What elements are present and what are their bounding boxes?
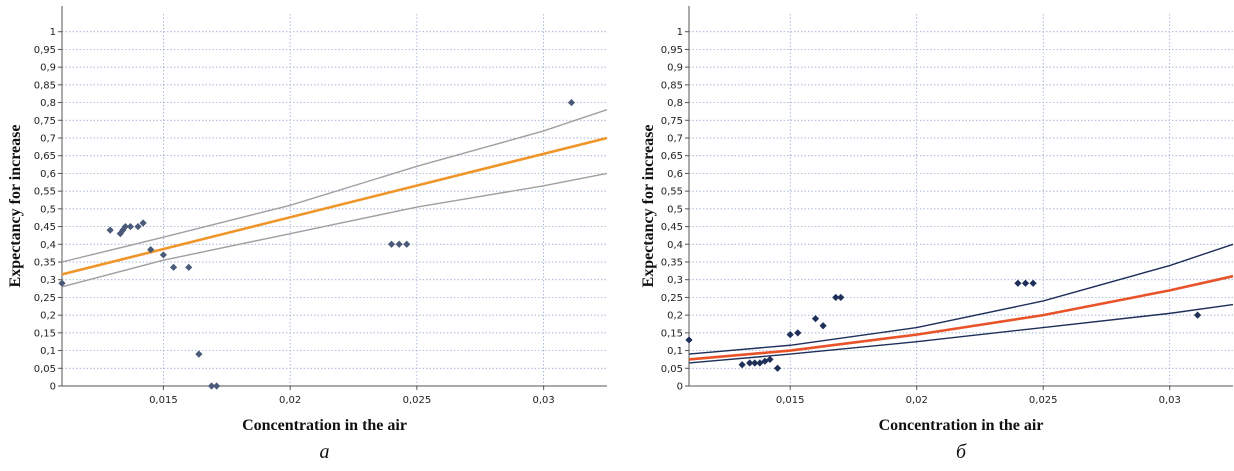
y-axis-label: Expectancy for increase: [640, 125, 657, 288]
y-tick-label: 0,7: [40, 134, 56, 145]
y-tick-label: 0,85: [661, 80, 683, 91]
data-point: [786, 331, 794, 339]
y-tick-label: 0: [677, 382, 683, 393]
y-tick-label: 0,75: [34, 116, 56, 127]
series-line-lower: [61, 172, 608, 288]
y-tick-label: 0,65: [661, 151, 683, 162]
data-point: [159, 251, 167, 259]
scatter-chart-b: 0 0,05 0,1 0,15 0,2 0,25 0,3 0,35 0,4 0,45 0,5 0,55…: [640, 6, 1234, 463]
data-point: [567, 98, 576, 107]
y-tick-label: 0,9: [40, 63, 56, 74]
y-tick-label: 0,55: [661, 187, 683, 198]
series-line-fit: [61, 136, 608, 276]
data-point: [185, 263, 193, 271]
y-tick-label: 0,95: [661, 45, 683, 56]
y-tick-label: 0,05: [34, 364, 56, 375]
y-tick-label: 0,2: [667, 311, 683, 322]
y-tick-label: 0,65: [34, 151, 56, 162]
data-point: [147, 246, 155, 254]
y-tick-label: 0,9: [667, 63, 683, 74]
x-axis-label: Concentration in the air: [242, 417, 407, 434]
y-tick-label: 0,25: [661, 293, 683, 304]
data-point: [58, 279, 66, 287]
y-tick-label: 1: [677, 27, 683, 38]
data-point: [395, 240, 403, 248]
data-point: [195, 350, 203, 358]
series-line-upper: [61, 108, 608, 263]
data-point: [1014, 279, 1022, 287]
data-point: [1021, 279, 1030, 287]
x-tick-label: 0,025: [403, 395, 432, 406]
y-tick-label: 0,45: [661, 222, 683, 233]
data-point: [746, 359, 754, 367]
x-tick-label: 0,025: [1029, 395, 1058, 406]
data-point: [207, 382, 216, 390]
data-point: [139, 219, 147, 227]
x-tick-label: 0,03: [1159, 395, 1181, 406]
y-tick-label: 1: [50, 27, 56, 38]
y-tick-label: 0,6: [667, 169, 683, 180]
y-tick-label: 0,6: [40, 169, 56, 180]
y-tick-label: 0,1: [667, 346, 683, 357]
y-tick-label: 0,2: [40, 311, 56, 322]
y-tick-label: 0,95: [34, 45, 56, 56]
x-tick-label: 0,02: [906, 395, 928, 406]
y-tick-label: 0,7: [667, 134, 683, 145]
x-tick-label: 0,03: [532, 395, 554, 406]
y-tick-label: 0,25: [34, 293, 56, 304]
series-line-fit: [688, 274, 1234, 361]
data-point: [837, 293, 845, 302]
y-tick-label: 0,75: [661, 116, 683, 127]
x-tick-label: 0,015: [149, 395, 178, 406]
x-tick-label: 0,015: [776, 395, 805, 406]
y-tick-label: 0,4: [667, 240, 683, 251]
data-point: [126, 222, 135, 231]
data-point: [685, 336, 693, 344]
x-axis-label: Concentration in the air: [879, 417, 1044, 434]
data-point: [738, 361, 746, 369]
y-tick-label: 0: [50, 382, 56, 393]
plot-area: 0 0,05 0,1 0,15 0,2 0,25 0,3 0,35 0,4 0,45 0,5 0,55…: [661, 6, 1234, 406]
data-point: [1029, 279, 1037, 287]
y-tick-label: 0,8: [667, 98, 683, 109]
data-point: [121, 222, 129, 231]
series-line-upper: [688, 243, 1234, 355]
panel-label: б: [956, 441, 967, 463]
data-point: [1193, 311, 1202, 319]
panel-label: a: [320, 441, 330, 463]
scatter-chart-a: 0 0,05 0,1 0,15 0,2 0,25 0,3 0,35 0,4 0,45 0,5 0,55…: [7, 6, 608, 463]
data-point: [387, 240, 396, 248]
plot-area: 0 0,05 0,1 0,15 0,2 0,25 0,3 0,35 0,4 0,45 0,5 0,55…: [34, 6, 608, 406]
x-tick-label: 0,02: [279, 395, 301, 406]
y-tick-label: 0,3: [40, 275, 56, 286]
y-tick-label: 0,5: [40, 204, 56, 215]
data-point: [811, 315, 820, 323]
series-line-lower: [688, 303, 1234, 364]
y-axis-label: Expectancy for increase: [7, 125, 24, 288]
data-point: [213, 382, 221, 390]
data-point: [819, 322, 827, 330]
y-tick-label: 0,15: [34, 328, 56, 339]
y-tick-label: 0,4: [40, 240, 56, 251]
y-tick-label: 0,55: [34, 187, 56, 198]
y-tick-label: 0,05: [661, 364, 683, 375]
data-point: [169, 263, 178, 271]
y-tick-label: 0,35: [661, 258, 683, 269]
y-tick-label: 0,8: [40, 98, 56, 109]
y-tick-label: 0,35: [34, 258, 56, 269]
y-tick-label: 0,5: [667, 204, 683, 215]
data-point: [134, 222, 142, 231]
y-tick-label: 0,45: [34, 222, 56, 233]
chart-panel-a: 0 0,05 0,1 0,15 0,2 0,25 0,3 0,35 0,4 0,45 0,5 0,55…: [7, 6, 608, 463]
y-tick-label: 0,15: [661, 328, 683, 339]
data-point: [106, 226, 114, 234]
y-tick-label: 0,1: [40, 346, 56, 357]
chart-panel-b: 0 0,05 0,1 0,15 0,2 0,25 0,3 0,35 0,4 0,45 0,5 0,55…: [617, 0, 1234, 471]
data-point: [761, 357, 769, 365]
y-tick-label: 0,85: [34, 80, 56, 91]
data-point: [403, 240, 411, 248]
data-point: [773, 364, 782, 372]
y-tick-label: 0,3: [667, 275, 683, 286]
data-point: [794, 329, 802, 337]
